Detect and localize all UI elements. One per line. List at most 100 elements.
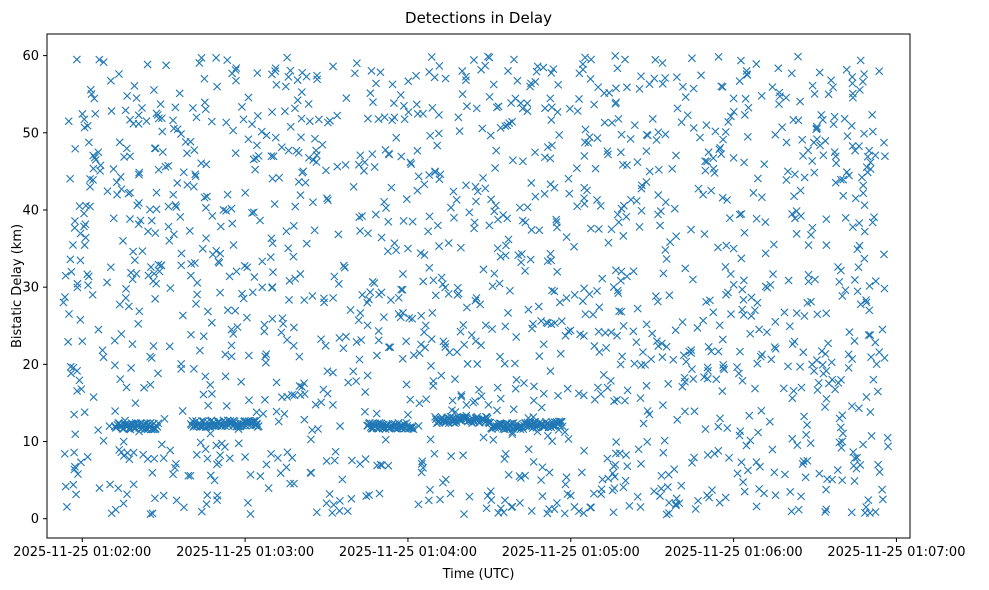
data-point xyxy=(308,198,317,207)
data-point xyxy=(60,449,69,458)
data-point xyxy=(687,54,696,63)
data-point xyxy=(503,214,512,223)
data-point xyxy=(491,164,500,173)
data-point xyxy=(669,355,678,364)
data-point xyxy=(330,456,339,465)
data-point xyxy=(831,178,840,187)
data-point xyxy=(496,504,505,513)
data-point xyxy=(501,322,510,331)
data-point xyxy=(489,80,498,89)
data-point xyxy=(741,94,750,103)
data-point xyxy=(821,507,830,516)
data-point xyxy=(76,315,85,324)
data-point xyxy=(766,280,775,289)
data-point xyxy=(871,277,880,286)
data-point xyxy=(703,157,712,166)
data-point xyxy=(189,364,198,373)
data-point xyxy=(790,170,799,179)
data-point xyxy=(79,222,88,231)
data-point xyxy=(714,52,723,61)
data-point xyxy=(804,241,813,250)
data-point xyxy=(84,272,93,281)
data-point xyxy=(810,89,819,98)
data-point xyxy=(461,72,470,81)
data-point xyxy=(478,124,487,133)
data-point xyxy=(72,55,81,64)
data-point xyxy=(308,291,317,300)
data-point xyxy=(630,359,639,368)
data-point xyxy=(78,337,87,346)
data-point xyxy=(335,333,344,342)
data-point xyxy=(419,277,428,286)
data-point xyxy=(75,202,84,211)
data-point xyxy=(470,397,479,406)
data-point xyxy=(471,337,480,346)
data-point xyxy=(425,171,434,180)
data-point xyxy=(344,378,353,387)
data-point xyxy=(493,244,502,253)
data-point xyxy=(803,420,812,429)
data-point xyxy=(864,331,873,340)
data-point xyxy=(414,500,423,509)
data-point xyxy=(262,131,271,140)
data-point xyxy=(827,76,836,85)
data-point xyxy=(72,490,81,499)
data-point xyxy=(738,376,747,385)
data-point xyxy=(207,117,216,126)
data-point xyxy=(874,460,883,469)
data-point xyxy=(400,115,409,124)
data-point xyxy=(260,395,269,404)
data-point xyxy=(550,287,559,296)
data-point xyxy=(427,53,436,62)
data-point xyxy=(785,322,794,331)
data-point xyxy=(298,68,307,77)
data-point xyxy=(380,197,389,206)
data-point xyxy=(207,318,216,327)
data-point xyxy=(110,361,119,370)
data-point xyxy=(288,453,297,462)
data-point xyxy=(725,214,734,223)
data-point xyxy=(729,153,738,162)
data-point xyxy=(311,400,320,409)
data-point xyxy=(867,353,876,362)
data-point xyxy=(433,141,442,150)
data-point xyxy=(529,457,538,466)
data-point xyxy=(779,384,788,393)
data-point xyxy=(729,94,738,103)
data-point xyxy=(733,363,742,372)
data-point xyxy=(689,375,698,383)
data-point xyxy=(206,471,215,480)
x-axis: 2025-11-25 01:02:00 2025-11-25 01:03:00 20… xyxy=(13,538,965,560)
data-point xyxy=(402,380,411,389)
data-point xyxy=(285,276,294,285)
data-point xyxy=(500,359,509,368)
data-point xyxy=(560,509,569,518)
data-point xyxy=(864,496,873,505)
data-point xyxy=(555,298,564,307)
data-point xyxy=(444,289,453,298)
data-point xyxy=(130,81,139,90)
data-point xyxy=(140,383,148,392)
data-point xyxy=(89,393,98,402)
data-point xyxy=(704,148,713,157)
data-point xyxy=(539,389,548,398)
data-point xyxy=(433,221,442,230)
data-point xyxy=(463,359,472,368)
plot-frame xyxy=(46,33,911,539)
data-point xyxy=(722,241,731,250)
data-point xyxy=(850,336,859,345)
data-point xyxy=(752,214,761,223)
data-point xyxy=(406,395,415,404)
data-point xyxy=(161,162,170,171)
data-point xyxy=(547,115,556,124)
data-point xyxy=(485,92,494,101)
data-point xyxy=(186,137,195,146)
data-point xyxy=(487,195,496,204)
data-point xyxy=(621,476,630,485)
data-point xyxy=(228,69,237,78)
data-point xyxy=(700,230,709,239)
data-point xyxy=(67,267,76,276)
data-point xyxy=(123,490,131,499)
data-point xyxy=(703,491,712,500)
data-point xyxy=(73,470,82,479)
